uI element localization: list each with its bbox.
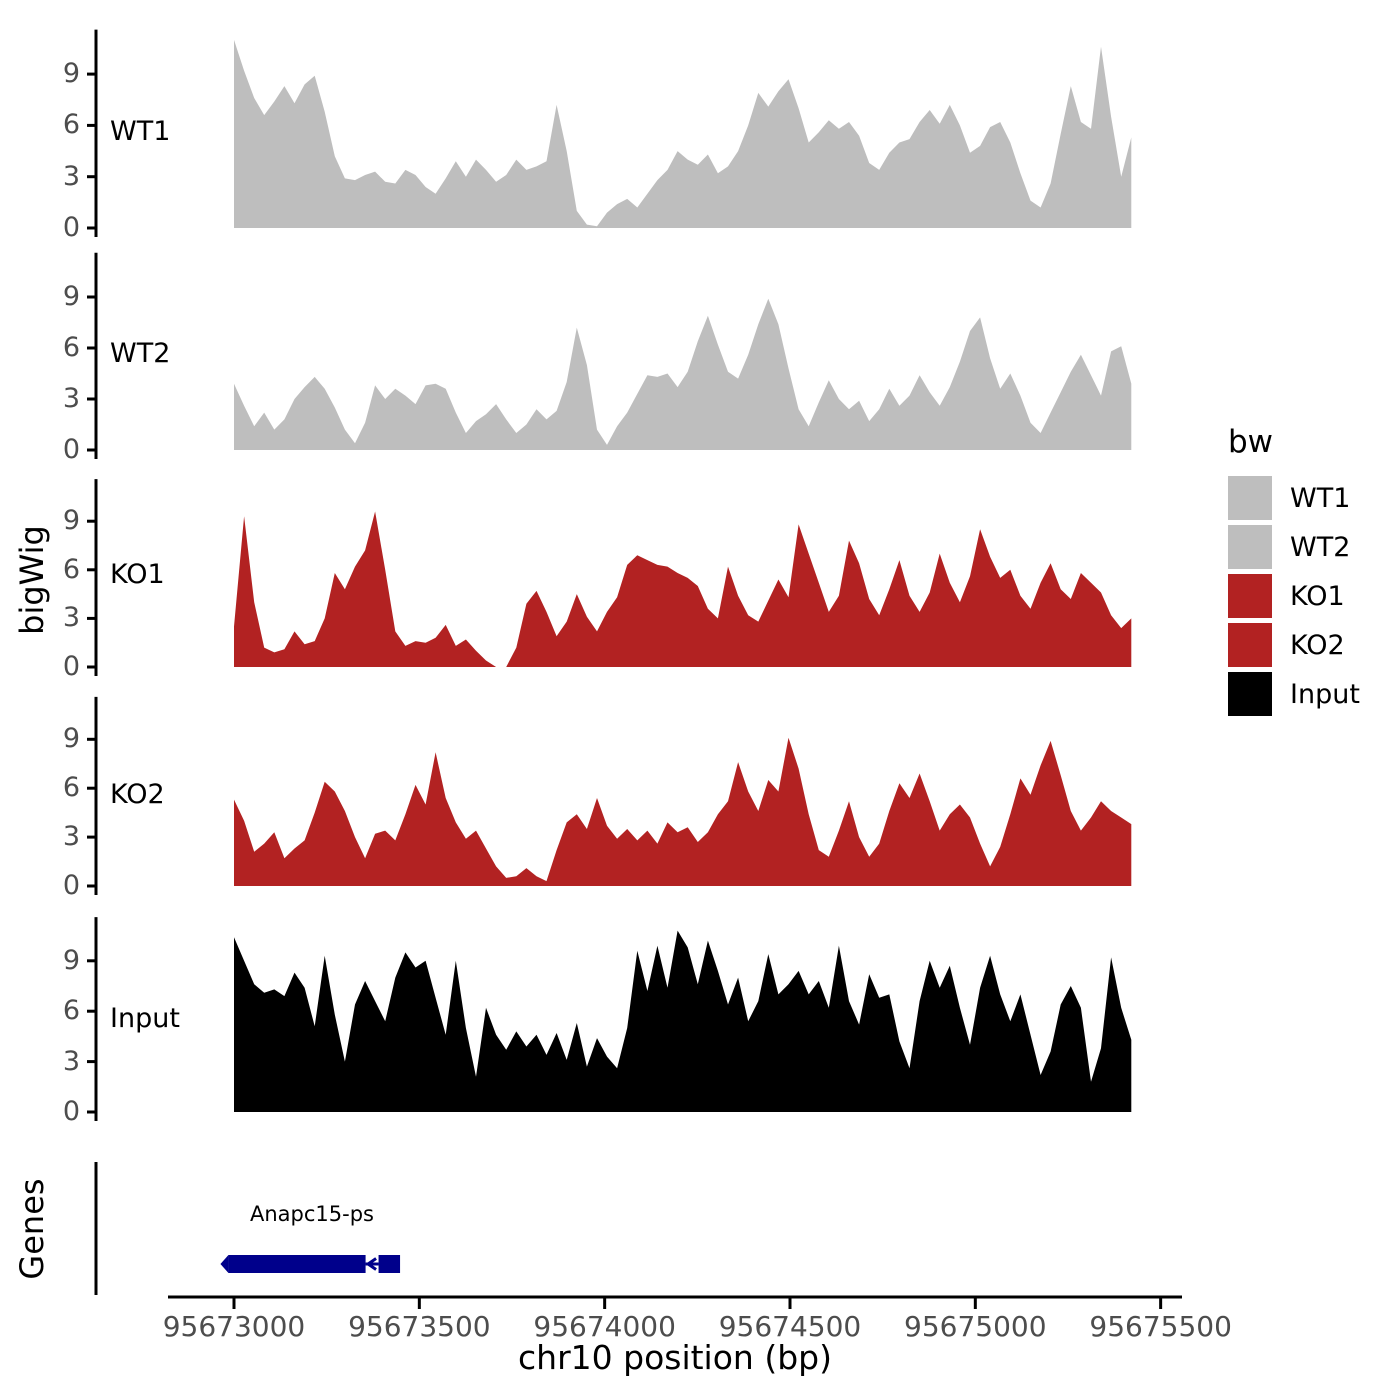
y-tick-label: 6 bbox=[62, 332, 80, 363]
y-tick-label: 9 bbox=[62, 505, 80, 537]
y-tick-label: 3 bbox=[62, 160, 80, 192]
y-tick-label: 0 bbox=[62, 651, 80, 682]
y-tick-label: 9 bbox=[62, 723, 80, 755]
wt2-coverage-area bbox=[234, 298, 1132, 450]
legend-title: bw bbox=[1228, 424, 1274, 460]
y-tick-label: 3 bbox=[62, 602, 80, 634]
gene-strand-arrow-tip bbox=[220, 1255, 229, 1273]
legend-swatch-ko1 bbox=[1228, 574, 1272, 618]
y-tick-label: 0 bbox=[62, 212, 80, 243]
legend-item-input: Input bbox=[1228, 672, 1360, 716]
x-tick-label: 95675000 bbox=[904, 1310, 1047, 1343]
y-tick-label: 0 bbox=[62, 434, 80, 465]
legend-label-ko1: KO1 bbox=[1290, 580, 1345, 612]
y-tick-label: 0 bbox=[62, 870, 80, 901]
legend-label-ko2: KO2 bbox=[1290, 629, 1345, 661]
x-tick-label: 95674500 bbox=[718, 1310, 862, 1343]
track-label-input: Input bbox=[110, 1003, 180, 1034]
ko2-coverage-area bbox=[234, 737, 1132, 886]
gene-name-label: Anapc15-ps bbox=[250, 1202, 374, 1226]
legend-swatch-wt2 bbox=[1228, 525, 1272, 569]
legend-label-wt2: WT2 bbox=[1290, 531, 1351, 563]
gene-exon-rect bbox=[378, 1255, 401, 1273]
wt1-coverage-area bbox=[234, 39, 1132, 229]
legend-item-ko1: KO1 bbox=[1228, 574, 1360, 618]
legend-swatch-wt1 bbox=[1228, 476, 1272, 520]
track-label-ko2: KO2 bbox=[110, 779, 165, 810]
gene-exon-rect bbox=[228, 1255, 366, 1273]
y-tick-label: 9 bbox=[62, 944, 80, 976]
ko1-coverage-area bbox=[234, 511, 1132, 667]
y-tick-label: 6 bbox=[62, 772, 80, 804]
legend-swatch-ko2 bbox=[1228, 623, 1272, 667]
y-tick-label: 9 bbox=[62, 58, 80, 90]
legend: bw WT1 WT2 KO1 KO2 Input bbox=[1228, 424, 1360, 721]
x-tick-label: 95674000 bbox=[533, 1310, 676, 1343]
track-label-wt1: WT1 bbox=[110, 116, 171, 147]
legend-label-wt1: WT1 bbox=[1290, 482, 1351, 514]
x-tick-label: 95675500 bbox=[1089, 1310, 1232, 1343]
y-tick-label: 6 bbox=[62, 553, 80, 585]
gene-strand-chevron-icon bbox=[365, 1257, 377, 1271]
y-tick-label: 6 bbox=[62, 995, 80, 1027]
track-label-ko1: KO1 bbox=[110, 559, 165, 590]
y-tick-label: 0 bbox=[62, 1096, 80, 1127]
x-axis-title: chr10 position (bp) bbox=[518, 1338, 832, 1377]
y-tick-label: 6 bbox=[62, 109, 80, 141]
track-label-wt2: WT2 bbox=[110, 338, 171, 369]
legend-item-ko2: KO2 bbox=[1228, 623, 1360, 667]
x-tick-label: 95673000 bbox=[162, 1310, 306, 1343]
x-tick-label: 95673500 bbox=[348, 1310, 491, 1343]
legend-item-wt1: WT1 bbox=[1228, 476, 1360, 520]
input-coverage-area bbox=[234, 930, 1132, 1112]
legend-item-wt2: WT2 bbox=[1228, 525, 1360, 569]
y-tick-label: 3 bbox=[62, 383, 80, 414]
legend-label-input: Input bbox=[1290, 678, 1360, 710]
y-tick-label: 3 bbox=[62, 1045, 80, 1077]
y-tick-label: 9 bbox=[62, 281, 80, 312]
legend-swatch-input bbox=[1228, 672, 1272, 716]
y-tick-label: 3 bbox=[62, 821, 80, 853]
